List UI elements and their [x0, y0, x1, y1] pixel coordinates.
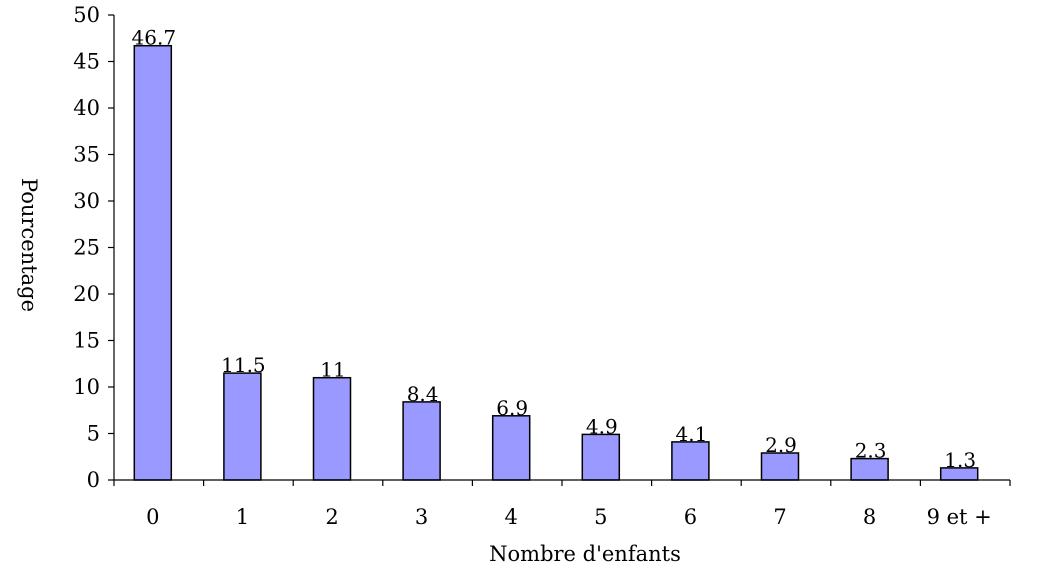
data-label-4: 6.9 — [496, 396, 528, 420]
bars-group — [133, 44, 979, 481]
data-label-0: 46.7 — [132, 26, 177, 50]
x-tick-label-1: 1 — [236, 505, 249, 529]
data-label-2: 11 — [320, 358, 345, 382]
y-axis-title: Pourcentage — [17, 178, 41, 312]
data-label-6: 4.1 — [675, 422, 707, 446]
bar-3 — [402, 401, 441, 481]
x-axis-title: Nombre d'enfants — [489, 542, 681, 566]
y-tick-label-3: 15 — [73, 329, 100, 353]
y-tick-label-8: 40 — [73, 96, 100, 120]
data-labels-group: 46.7 11.5 11 8.4 6.9 4.9 4.1 2.9 2.3 1.3 — [132, 26, 977, 472]
x-tick-label-2: 2 — [325, 505, 338, 529]
x-tick-label-3: 3 — [415, 505, 428, 529]
bar-5 — [581, 433, 621, 481]
y-tick-label-9: 45 — [73, 50, 100, 74]
bar-7 — [760, 452, 800, 481]
x-tick-label-5: 5 — [594, 505, 607, 529]
data-label-9: 1.3 — [944, 448, 976, 472]
y-tick-label-7: 35 — [73, 143, 100, 167]
y-tick-label-0: 0 — [87, 468, 100, 492]
x-tick-label-6: 6 — [684, 505, 697, 529]
x-ticks-group: 0 1 2 3 4 5 6 7 8 9 et + — [113, 480, 1011, 529]
y-tick-label-6: 30 — [73, 189, 100, 213]
y-ticks-group: 0 5 10 15 20 25 30 35 40 45 50 — [73, 3, 114, 492]
data-label-8: 2.3 — [855, 439, 887, 463]
y-tick-label-4: 20 — [73, 282, 100, 306]
x-tick-label-4: 4 — [505, 505, 518, 529]
bar-0 — [133, 44, 173, 481]
bar-2 — [312, 376, 352, 481]
y-tick-label-5: 25 — [73, 236, 100, 260]
data-label-5: 4.9 — [586, 414, 618, 438]
data-label-3: 8.4 — [407, 382, 439, 406]
bar-4 — [491, 415, 531, 481]
data-label-1: 11.5 — [221, 353, 266, 377]
x-tick-label-8: 8 — [863, 505, 876, 529]
x-tick-label-0: 0 — [146, 505, 159, 529]
y-tick-label-2: 10 — [73, 375, 100, 399]
bar-1 — [223, 372, 262, 481]
y-tick-label-1: 5 — [87, 422, 100, 446]
x-tick-label-9: 9 et + — [927, 505, 992, 529]
data-label-7: 2.9 — [765, 433, 797, 457]
y-tick-label-10: 50 — [73, 3, 100, 27]
bar-6 — [671, 441, 710, 481]
x-tick-label-7: 7 — [773, 505, 786, 529]
